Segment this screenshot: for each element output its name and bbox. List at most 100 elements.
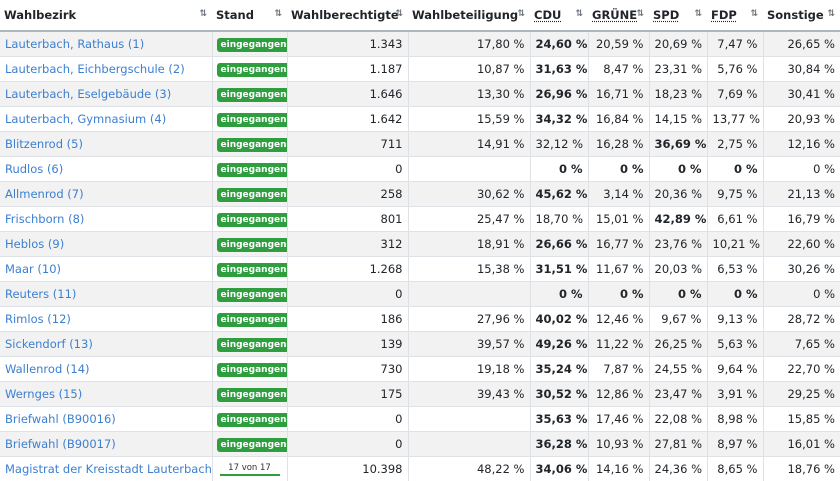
status-cell: eingegangen xyxy=(212,407,287,432)
sort-arrows-icon[interactable]: ⇅ xyxy=(694,9,702,19)
eligible-cell: 801 xyxy=(287,207,408,232)
fdp-cell: 5,76 % xyxy=(707,57,763,82)
status-cell: eingegangen xyxy=(212,307,287,332)
other-cell: 15,85 % xyxy=(763,407,840,432)
gruene-cell: 14,16 % xyxy=(588,457,649,481)
district-link[interactable]: Wernges (15) xyxy=(5,387,82,401)
sort-arrows-icon[interactable]: ⇅ xyxy=(274,9,282,19)
table-row: Magistrat der Kreisstadt Lauterbach 17 vo… xyxy=(0,457,840,481)
district-link[interactable]: Rimlos (12) xyxy=(5,312,71,326)
turnout-cell: 15,38 % xyxy=(408,257,530,282)
spd-cell: 24,36 % xyxy=(649,457,707,481)
fdp-cell: 10,21 % xyxy=(707,232,763,257)
district-link[interactable]: Lauterbach, Gymnasium (4) xyxy=(5,112,166,126)
eligible-cell: 1.268 xyxy=(287,257,408,282)
district-cell: Wallenrod (14) xyxy=(0,357,212,382)
status-badge: eingegangen xyxy=(217,38,288,52)
table-row: Lauterbach, Eichbergschule (2) eingegange… xyxy=(0,57,840,82)
spd-cell: 20,03 % xyxy=(649,257,707,282)
district-link[interactable]: Allmenrod (7) xyxy=(5,187,84,201)
fdp-cell: 7,47 % xyxy=(707,31,763,57)
status-badge: eingegangen xyxy=(217,363,288,377)
district-link[interactable]: Briefwahl (B90016) xyxy=(5,412,116,426)
cdu-cell: 31,51 % xyxy=(530,257,588,282)
header-label: Sonstige xyxy=(767,8,824,22)
spd-cell: 14,15 % xyxy=(649,107,707,132)
gruene-cell: 10,93 % xyxy=(588,432,649,457)
fdp-cell: 2,75 % xyxy=(707,132,763,157)
cdu-cell: 34,32 % xyxy=(530,107,588,132)
fdp-cell: 8,65 % xyxy=(707,457,763,481)
column-gruene-header[interactable]: GRÜNE⇅ xyxy=(588,0,649,31)
sort-arrows-icon[interactable]: ⇅ xyxy=(827,9,835,19)
district-link[interactable]: Reuters (11) xyxy=(5,287,76,301)
district-cell: Lauterbach, Eichbergschule (2) xyxy=(0,57,212,82)
other-cell: 18,76 % xyxy=(763,457,840,481)
district-link[interactable]: Briefwahl (B90017) xyxy=(5,437,116,451)
district-link[interactable]: Sickendorf (13) xyxy=(5,337,93,351)
column-stand-header[interactable]: Stand⇅ xyxy=(212,0,287,31)
status-badge: eingegangen xyxy=(217,263,288,277)
status-cell: eingegangen xyxy=(212,432,287,457)
cdu-cell: 0 % xyxy=(530,157,588,182)
district-link[interactable]: Blitzenrod (5) xyxy=(5,137,83,151)
column-wahlberechtigte-header[interactable]: Wahlberechtigte⇅ xyxy=(287,0,408,31)
sort-arrows-icon[interactable]: ⇅ xyxy=(395,9,403,19)
eligible-cell: 10.398 xyxy=(287,457,408,481)
district-link[interactable]: Wallenrod (14) xyxy=(5,362,90,376)
column-wahlbeteiligung-header[interactable]: Wahlbeteiligung⇅ xyxy=(408,0,530,31)
turnout-cell: 39,43 % xyxy=(408,382,530,407)
column-fdp-header[interactable]: FDP⇅ xyxy=(707,0,763,31)
fdp-cell: 5,63 % xyxy=(707,332,763,357)
cdu-cell: 49,26 % xyxy=(530,332,588,357)
cdu-cell: 18,70 % xyxy=(530,207,588,232)
district-link[interactable]: Magistrat der Kreisstadt Lauterbach xyxy=(5,462,212,476)
eligible-cell: 0 xyxy=(287,157,408,182)
gruene-cell: 16,84 % xyxy=(588,107,649,132)
sort-arrows-icon[interactable]: ⇅ xyxy=(636,9,644,19)
column-cdu-header[interactable]: CDU⇅ xyxy=(530,0,588,31)
progress-indicator: 17 von 17 xyxy=(217,463,283,476)
other-cell: 22,60 % xyxy=(763,232,840,257)
gruene-cell: 0 % xyxy=(588,157,649,182)
sort-arrows-icon[interactable]: ⇅ xyxy=(199,9,207,19)
spd-cell: 24,55 % xyxy=(649,357,707,382)
table-header-row: Wahlbezirk⇅Stand⇅Wahlberechtigte⇅Wahlbet… xyxy=(0,0,840,31)
district-link[interactable]: Frischborn (8) xyxy=(5,212,84,226)
sort-arrows-icon[interactable]: ⇅ xyxy=(750,9,758,19)
cdu-cell: 45,62 % xyxy=(530,182,588,207)
status-cell: eingegangen xyxy=(212,332,287,357)
district-link[interactable]: Rudlos (6) xyxy=(5,162,63,176)
turnout-cell: 14,91 % xyxy=(408,132,530,157)
column-sonstige-header[interactable]: Sonstige⇅ xyxy=(763,0,840,31)
eligible-cell: 1.642 xyxy=(287,107,408,132)
eligible-cell: 0 xyxy=(287,282,408,307)
column-wahlbezirk-header[interactable]: Wahlbezirk⇅ xyxy=(0,0,212,31)
sort-arrows-icon[interactable]: ⇅ xyxy=(575,9,583,19)
turnout-cell: 30,62 % xyxy=(408,182,530,207)
progress-text: 17 von 17 xyxy=(228,463,271,473)
column-spd-header[interactable]: SPD⇅ xyxy=(649,0,707,31)
cdu-cell: 32,12 % xyxy=(530,132,588,157)
district-cell: Maar (10) xyxy=(0,257,212,282)
district-cell: Lauterbach, Gymnasium (4) xyxy=(0,107,212,132)
district-link[interactable]: Heblos (9) xyxy=(5,237,64,251)
district-link[interactable]: Lauterbach, Rathaus (1) xyxy=(5,37,144,51)
district-link[interactable]: Lauterbach, Eselgebäude (3) xyxy=(5,87,171,101)
turnout-cell: 13,30 % xyxy=(408,82,530,107)
sort-arrows-icon[interactable]: ⇅ xyxy=(517,9,525,19)
other-cell: 30,84 % xyxy=(763,57,840,82)
status-cell: eingegangen xyxy=(212,57,287,82)
eligible-cell: 1.187 xyxy=(287,57,408,82)
spd-cell: 23,47 % xyxy=(649,382,707,407)
status-cell: eingegangen xyxy=(212,257,287,282)
district-link[interactable]: Lauterbach, Eichbergschule (2) xyxy=(5,62,185,76)
district-cell: Allmenrod (7) xyxy=(0,182,212,207)
district-cell: Frischborn (8) xyxy=(0,207,212,232)
spd-cell: 42,89 % xyxy=(649,207,707,232)
district-link[interactable]: Maar (10) xyxy=(5,262,61,276)
